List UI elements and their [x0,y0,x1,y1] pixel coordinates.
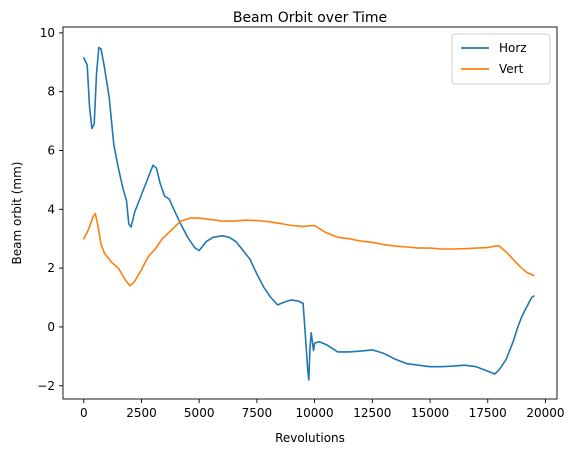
x-tick-label: 10000 [296,406,334,420]
x-tick-label: 5000 [184,406,215,420]
x-tick-label: 20000 [526,406,564,420]
legend-label-horz: Horz [499,41,527,55]
x-tick-label: 12500 [353,406,391,420]
y-tick-label: 2 [47,261,55,275]
y-tick-label: 6 [47,144,55,158]
x-axis: 0 2500 5000 7500 10000 12500 15000 17500 20000 [80,399,565,420]
y-tick-label: 8 [47,85,55,99]
series-line-horz [83,46,535,381]
x-tick-label: 2500 [126,406,157,420]
legend: Horz Vert [451,33,551,85]
legend-label-vert: Vert [499,62,524,76]
y-tick-label: 10 [40,26,55,40]
x-tick-label: 7500 [242,406,273,420]
x-tick-label: 0 [80,406,88,420]
chart-title: Beam Orbit over Time [233,10,387,26]
y-tick-label: 0 [47,320,55,334]
series-line-vert [83,212,535,287]
x-tick-label: 15000 [411,406,449,420]
x-axis-label: Revolutions [275,431,345,445]
y-axis-label: Beam orbit (mm) [10,162,24,265]
x-tick-label: 17500 [469,406,507,420]
y-tick-label: −2 [37,379,55,393]
plot-frame [62,26,558,400]
plot-area [83,46,535,381]
legend-box [451,33,551,85]
y-tick-label: 4 [47,202,55,216]
y-axis: −2 0 2 4 6 8 10 [37,26,63,393]
